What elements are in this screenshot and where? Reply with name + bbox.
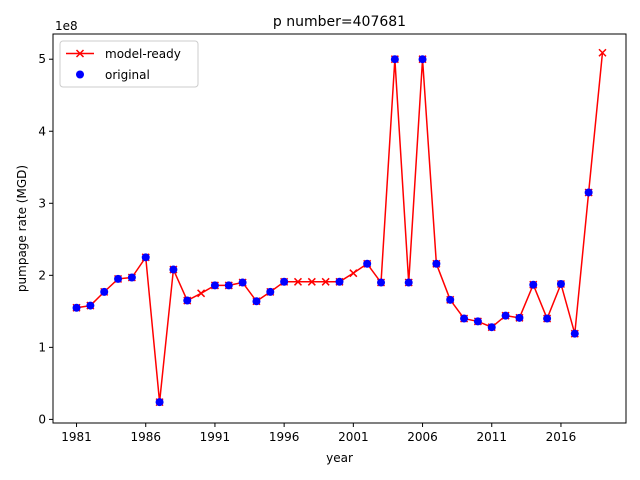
original-point <box>529 280 538 289</box>
original-point <box>238 278 247 287</box>
y-axis-label: pumpage rate (MGD) <box>15 165 29 292</box>
original-point <box>266 287 275 296</box>
y-offset-label: 1e8 <box>55 19 78 33</box>
original-point <box>100 287 109 296</box>
model-ready-point <box>197 289 206 298</box>
y-tick-label: 3 <box>38 196 46 210</box>
original-point <box>556 279 565 288</box>
original-point <box>183 296 192 305</box>
x-tick-label: 1981 <box>61 430 92 444</box>
original-point <box>224 281 233 290</box>
y-tick-label: 2 <box>38 268 46 282</box>
model-ready-point <box>349 269 358 278</box>
original-point <box>114 274 123 283</box>
original-point <box>86 301 95 310</box>
model-ready-point <box>293 277 303 286</box>
original-point <box>210 281 219 290</box>
original-point <box>280 277 289 286</box>
original-point <box>570 329 579 338</box>
legend-original-marker <box>76 70 84 79</box>
legend-original-label: original <box>105 68 150 82</box>
original-point <box>418 55 427 64</box>
original-point <box>363 259 372 268</box>
original-point <box>543 314 552 323</box>
original-point <box>169 265 178 274</box>
x-tick-label: 2016 <box>546 430 577 444</box>
original-point <box>432 259 441 268</box>
x-axis-label: year <box>326 451 353 465</box>
x-tick-label: 1986 <box>130 430 161 444</box>
plot-area <box>72 48 607 407</box>
x-tick-label: 2011 <box>476 430 507 444</box>
axes-frame <box>52 33 627 424</box>
x-tick-label: 2006 <box>407 430 438 444</box>
original-point <box>473 317 482 326</box>
legend: model-ready original <box>59 40 199 88</box>
x-tick-label: 1991 <box>200 430 231 444</box>
y-tick-label: 4 <box>38 124 46 138</box>
y-tick-label: 0 <box>38 412 46 426</box>
legend-model-ready-marker <box>75 49 85 58</box>
original-point <box>390 55 399 64</box>
chart-title: p number=407681 <box>273 14 406 30</box>
model-ready-point <box>598 48 607 57</box>
original-point <box>584 188 593 197</box>
original-point <box>501 311 510 320</box>
original-point <box>460 314 469 323</box>
original-point <box>335 277 344 286</box>
original-point <box>377 278 386 287</box>
original-point <box>446 295 455 304</box>
x-axis: 1981 1986 1991 1996 2001 2006 2011 2016 <box>61 423 576 444</box>
original-point <box>515 313 524 322</box>
original-point <box>141 253 150 262</box>
y-tick-label: 1 <box>38 340 46 354</box>
x-tick-label: 2001 <box>338 430 369 444</box>
y-axis: 0 1 2 3 4 5 <box>38 52 53 426</box>
x-tick-label: 1996 <box>269 430 300 444</box>
model-ready-point <box>321 277 330 286</box>
original-point <box>72 303 81 312</box>
legend-model-ready-label: model-ready <box>105 47 181 61</box>
original-point <box>127 273 136 282</box>
original-point <box>404 278 413 287</box>
y-tick-label: 5 <box>38 52 46 66</box>
original-point <box>155 398 164 407</box>
original-point <box>252 297 261 306</box>
model-ready-point <box>307 277 316 286</box>
legend-frame <box>59 40 199 88</box>
original-point <box>487 323 496 332</box>
